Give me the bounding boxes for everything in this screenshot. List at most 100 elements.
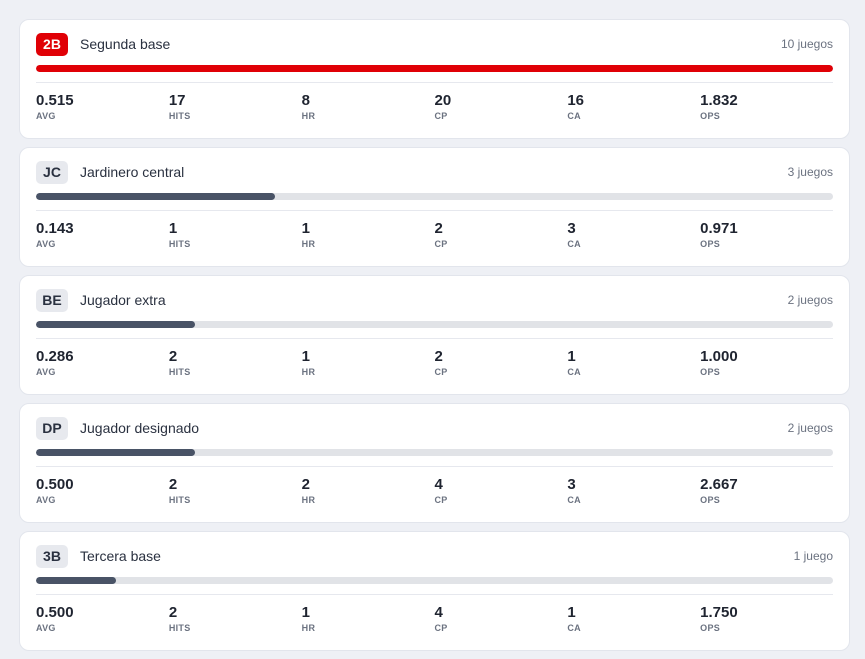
position-card: BE Jugador extra 2 juegos 0.286 AVG 2 HITS 1 HR 2… bbox=[19, 275, 850, 395]
stat-item: 0.971 OPS bbox=[700, 220, 833, 249]
stat-value: 0.515 bbox=[36, 92, 74, 109]
stat-value: 1 bbox=[567, 604, 576, 621]
position-card: DP Jugador designado 2 juegos 0.500 AVG 2 HITS… bbox=[19, 403, 850, 523]
stat-label: OPS bbox=[700, 239, 721, 249]
stat-item: 8 HR bbox=[302, 92, 435, 121]
divider bbox=[36, 82, 833, 83]
stat-label: CP bbox=[434, 367, 448, 377]
stat-item: 2 CP bbox=[434, 220, 567, 249]
stat-value: 2 bbox=[434, 348, 443, 365]
stat-label: CA bbox=[567, 111, 581, 121]
stat-label: HR bbox=[301, 111, 316, 121]
stat-label: CP bbox=[434, 111, 448, 121]
stat-value: 1 bbox=[301, 220, 310, 237]
stat-value: 2 bbox=[301, 476, 310, 493]
stat-label: HR bbox=[301, 367, 316, 377]
stat-label: CA bbox=[567, 239, 581, 249]
position-badge: JC bbox=[36, 160, 68, 184]
stat-label: HITS bbox=[168, 623, 191, 633]
games-count: 2 juegos bbox=[787, 421, 833, 435]
stat-value: 1.000 bbox=[700, 348, 738, 365]
stat-item: 2 HR bbox=[302, 476, 435, 505]
position-card: 3B Tercera base 1 juego 0.500 AVG 2 HITS 1 HR 4 CP… bbox=[19, 531, 850, 651]
stat-item: 1 HITS bbox=[169, 220, 302, 249]
stat-label: HITS bbox=[168, 111, 191, 121]
stat-value: 17 bbox=[168, 92, 186, 109]
stat-value: 4 bbox=[434, 604, 443, 621]
stat-value: 1 bbox=[567, 348, 576, 365]
stat-item: 4 CP bbox=[434, 604, 567, 633]
stat-value: 4 bbox=[434, 476, 443, 493]
games-progress-track bbox=[36, 65, 833, 72]
position-name: Jugador designado bbox=[80, 420, 200, 436]
stat-item: 1 CA bbox=[567, 604, 700, 633]
stat-value: 2.667 bbox=[700, 476, 738, 493]
games-progress-track bbox=[36, 577, 833, 584]
stat-label: CP bbox=[434, 495, 448, 505]
stat-label: AVG bbox=[36, 623, 56, 633]
stat-value: 20 bbox=[434, 92, 452, 109]
position-badge: BE bbox=[36, 288, 68, 312]
stat-value: 8 bbox=[301, 92, 310, 109]
stat-label: OPS bbox=[700, 495, 721, 505]
card-header: 2B Segunda base 10 juegos bbox=[36, 32, 833, 56]
position-badge: DP bbox=[36, 416, 68, 440]
divider bbox=[36, 466, 833, 467]
games-progress-fill bbox=[36, 65, 833, 72]
games-progress-track bbox=[36, 321, 833, 328]
position-name: Jugador extra bbox=[80, 292, 166, 308]
card-header: DP Jugador designado 2 juegos bbox=[36, 416, 833, 440]
position-cards: 2B Segunda base 10 juegos 0.515 AVG 17 HITS 8 HR… bbox=[19, 19, 850, 659]
stat-value: 16 bbox=[567, 92, 584, 109]
games-progress-fill bbox=[36, 321, 196, 328]
stat-item: 1 HR bbox=[302, 604, 435, 633]
stat-item: 4 CP bbox=[434, 476, 567, 505]
card-header: 3B Tercera base 1 juego bbox=[36, 544, 833, 568]
stat-item: 20 CP bbox=[434, 92, 567, 121]
stat-label: CA bbox=[567, 495, 581, 505]
stat-item: 16 CA bbox=[567, 92, 700, 121]
games-count: 3 juegos bbox=[787, 165, 833, 179]
games-progress-track bbox=[36, 193, 833, 200]
stat-label: HR bbox=[301, 623, 316, 633]
games-count: 10 juegos bbox=[780, 37, 833, 51]
games-progress-fill bbox=[36, 577, 116, 584]
stat-item: 1.000 OPS bbox=[700, 348, 833, 377]
stat-item: 17 HITS bbox=[169, 92, 302, 121]
stats-row: 0.500 AVG 2 HITS 1 HR 4 CP 1 CA 1.750 OPS bbox=[36, 604, 833, 633]
stat-item: 0.515 AVG bbox=[36, 92, 169, 121]
stat-label: HITS bbox=[168, 495, 191, 505]
stats-row: 0.500 AVG 2 HITS 2 HR 4 CP 3 CA 2.667 OPS bbox=[36, 476, 833, 505]
position-badge: 3B bbox=[36, 544, 68, 568]
divider bbox=[36, 338, 833, 339]
position-name: Jardinero central bbox=[80, 164, 185, 180]
stat-value: 1 bbox=[168, 220, 178, 237]
stat-item: 3 CA bbox=[567, 476, 700, 505]
stat-item: 0.500 AVG bbox=[36, 476, 169, 505]
stats-row: 0.286 AVG 2 HITS 1 HR 2 CP 1 CA 1.000 OPS bbox=[36, 348, 833, 377]
stat-label: AVG bbox=[36, 495, 56, 505]
stat-value: 2 bbox=[168, 476, 178, 493]
games-progress-track bbox=[36, 449, 833, 456]
stat-item: 2 HITS bbox=[169, 348, 302, 377]
stat-value: 2 bbox=[168, 604, 178, 621]
stat-value: 1.750 bbox=[700, 604, 738, 621]
stat-label: HITS bbox=[168, 367, 191, 377]
stat-label: AVG bbox=[36, 111, 56, 121]
stat-value: 0.500 bbox=[36, 604, 74, 621]
stat-item: 2 HITS bbox=[169, 604, 302, 633]
games-progress-fill bbox=[36, 449, 196, 456]
stat-label: OPS bbox=[700, 623, 721, 633]
stat-item: 0.286 AVG bbox=[36, 348, 169, 377]
stat-label: CP bbox=[434, 239, 448, 249]
stat-value: 0.286 bbox=[36, 348, 74, 365]
stat-label: OPS bbox=[700, 111, 721, 121]
stat-value: 0.500 bbox=[36, 476, 74, 493]
stat-item: 0.500 AVG bbox=[36, 604, 169, 633]
stat-value: 3 bbox=[567, 476, 576, 493]
stat-label: CP bbox=[434, 623, 448, 633]
stat-label: CA bbox=[567, 367, 581, 377]
stat-value: 2 bbox=[434, 220, 443, 237]
divider bbox=[36, 594, 833, 595]
stat-item: 1.750 OPS bbox=[700, 604, 833, 633]
